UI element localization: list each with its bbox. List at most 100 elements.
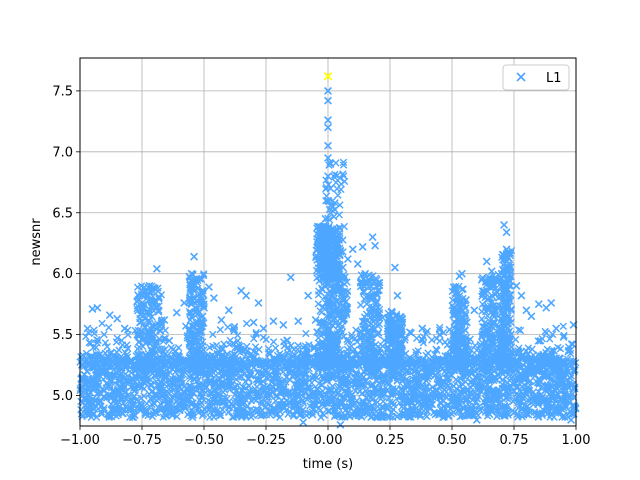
data-point-marker [390,263,399,272]
legend-marker [516,72,526,82]
data-point-marker [398,318,407,327]
data-point-marker [502,245,511,254]
data-point-marker [534,300,543,309]
data-point-marker [324,86,332,95]
data-point-marker [445,325,454,334]
data-point-marker [435,330,444,339]
x-axis-ticks: −1.00 −0.75 −0.50 −0.25 0.00 0.25 0.50 0.75 1.00 [60,426,590,448]
data-point-marker [338,263,347,272]
data-point-marker [324,96,332,105]
data-point-marker [398,409,407,418]
data-point-marker [405,328,414,337]
data-point-marker [328,202,337,211]
legend: L1 [502,64,570,91]
y-tick-label: 7.0 [52,145,73,160]
data-point-marker [83,324,92,333]
data-point-marker [368,233,377,242]
data-point-marker [242,291,251,300]
data-point-marker [180,298,189,307]
data-point-marker [279,320,288,329]
data-point-marker [175,406,184,415]
data-point-marker [269,317,278,326]
data-point-marker [482,257,491,266]
data-point-marker [200,303,208,312]
data-point-marker [113,314,122,323]
dense-point-cloud [76,158,580,422]
data-point-marker [165,336,174,345]
y-axis-ticks: 5.0 5.5 6.0 6.5 7.0 7.5 [52,84,80,404]
y-tick-label: 5.5 [52,328,73,343]
data-point-marker [324,153,332,162]
data-point-marker [348,245,357,254]
data-point-marker [452,294,461,303]
data-point-marker [152,264,161,273]
data-point-marker [505,263,514,272]
data-point-marker [204,283,213,292]
data-point-marker [512,281,521,290]
data-point-marker [133,297,142,306]
data-point-marker [324,141,332,150]
data-point-marker [527,312,536,321]
data-point-marker [326,184,335,193]
data-point-marker [324,123,332,132]
legend-marker-icon [516,72,526,82]
data-point-marker [160,316,169,324]
data-point-marker [331,227,340,235]
data-point-marker [373,286,382,295]
data-point-marker [224,306,233,315]
y-tick-label: 5.0 [52,389,73,404]
data-point-marker [321,214,330,223]
data-point-marker [353,259,362,268]
data-point-marker [358,242,367,251]
data-point-marker [304,291,313,300]
x-axis-label: time (s) [303,457,353,472]
highlight-point-marker [323,72,333,81]
legend-box [502,64,570,91]
x-tick-label: −0.50 [184,433,224,448]
data-point-marker [336,420,345,429]
data-point-marker [319,245,328,254]
data-point-marker [457,269,466,278]
x-tick-label: −0.25 [246,433,286,448]
data-point-marker [371,241,380,250]
data-point-marker [324,116,332,125]
data-points [83,72,578,429]
data-point-marker [95,397,104,406]
data-point-marker [324,172,332,181]
data-point-marker [249,318,258,327]
data-point-marker [559,333,568,342]
data-point-marker [105,311,114,320]
data-point-marker [324,196,332,205]
data-point-marker [336,247,345,256]
data-point-marker [294,317,303,326]
point-cloud-markers [76,158,580,422]
data-point-marker [259,324,268,333]
data-point-marker [383,324,392,333]
data-point-marker [120,324,129,333]
data-point-marker [217,316,226,324]
data-point-marker [192,274,201,283]
data-point-marker [470,306,479,315]
data-point-marker [418,324,427,333]
data-point-marker [366,277,375,285]
data-point-marker [326,160,335,168]
data-point-marker [254,298,263,307]
data-point-marker [547,298,556,307]
data-point-marker [299,418,308,427]
data-point-marker [373,413,382,422]
x-tick-label: −1.00 [60,433,100,448]
data-point-marker [567,415,576,424]
data-point-marker [517,291,526,300]
data-point-marker [462,318,471,327]
data-point-marker [361,269,370,278]
data-point-marker [150,284,159,293]
y-axis-label: newsnr [29,218,44,266]
data-point-marker [487,267,496,276]
data-point-marker [311,316,320,324]
y-tick-label: 6.0 [52,267,73,282]
x-tick-label: 1.00 [562,433,591,448]
data-point-marker [190,252,199,261]
data-point-marker [393,291,402,300]
data-point-marker [138,291,146,300]
